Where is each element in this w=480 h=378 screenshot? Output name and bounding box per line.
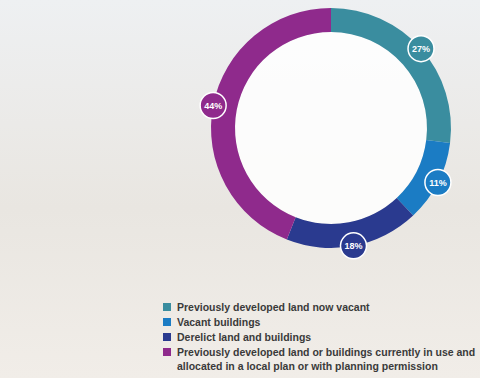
legend-label: Previously developed land now vacant: [177, 301, 370, 313]
background: [0, 0, 480, 378]
data-label: 11%: [425, 169, 451, 195]
plot: 27% 11% 18% 44%: [200, 8, 451, 259]
data-label: 18%: [340, 233, 366, 259]
chart: 27% 11% 18% 44% Previously developed land no…: [0, 0, 480, 378]
data-label-text: 11%: [429, 178, 447, 188]
data-label: 27%: [408, 36, 434, 62]
legend-swatch: [163, 348, 171, 356]
data-label-badge: [425, 169, 451, 195]
slice: [211, 8, 331, 240]
data-label-text: 18%: [344, 241, 362, 251]
legend-swatch: [163, 303, 171, 311]
data-label: 44%: [200, 93, 226, 119]
legend: Previously developed land now vacant Vaca…: [163, 301, 475, 372]
data-label-badge: [340, 233, 366, 259]
data-label-badge: [200, 93, 226, 119]
data-label-text: 27%: [412, 44, 430, 54]
legend-item: Previously developed land now vacant: [163, 301, 370, 313]
donut-hole: [235, 32, 427, 224]
legend-label: Derelict land and buildings: [177, 331, 311, 343]
data-label-text: 44%: [204, 101, 222, 111]
legend-item: Previously developed land or buildings c…: [163, 346, 475, 372]
legend-item: Derelict land and buildings: [163, 331, 311, 343]
legend-label: Vacant buildings: [177, 316, 261, 328]
legend-swatch: [163, 318, 171, 326]
slice: [397, 140, 450, 215]
legend-label: Previously developed land or buildings c…: [177, 346, 475, 372]
legend-swatch: [163, 333, 171, 341]
legend-item: Vacant buildings: [163, 316, 261, 328]
slice: [331, 8, 451, 143]
data-label-badge: [408, 36, 434, 62]
